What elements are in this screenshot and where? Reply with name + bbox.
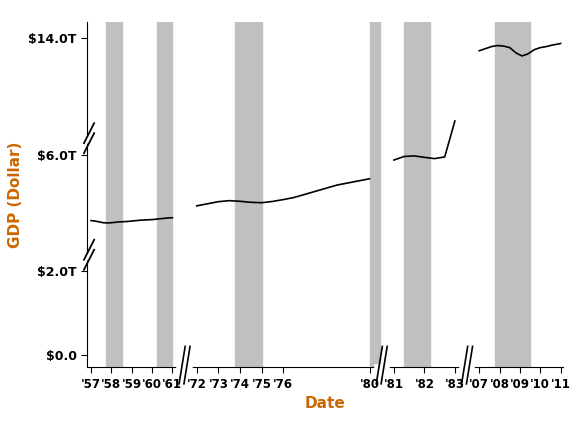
Bar — [106, 22, 122, 367]
Bar — [495, 22, 530, 367]
Bar — [404, 22, 430, 367]
X-axis label: Date: Date — [304, 396, 345, 411]
Bar — [157, 22, 172, 367]
Bar — [369, 22, 380, 367]
Y-axis label: GDP (Dollar): GDP (Dollar) — [8, 141, 23, 248]
Bar — [234, 22, 262, 367]
